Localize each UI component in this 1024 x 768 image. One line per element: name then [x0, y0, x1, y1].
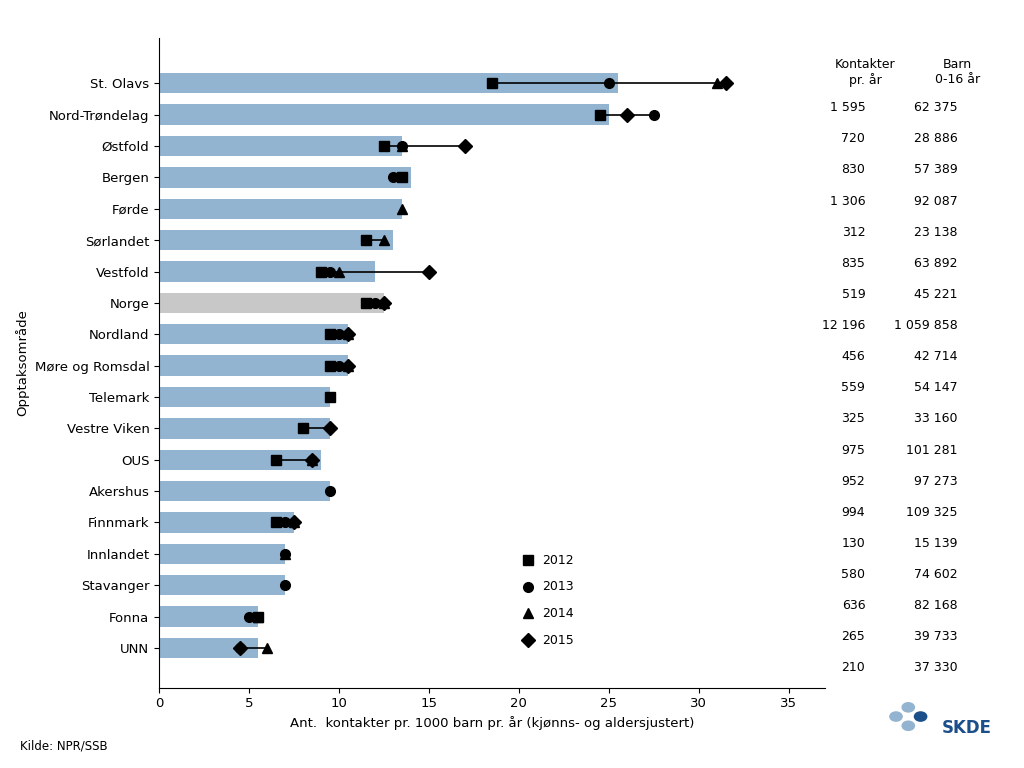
Text: 130: 130: [842, 537, 865, 550]
Text: 28 886: 28 886: [913, 132, 957, 145]
Text: Barn
0-16 år: Barn 0-16 år: [935, 58, 980, 85]
Text: 42 714: 42 714: [914, 350, 957, 363]
Text: 2014: 2014: [543, 607, 573, 620]
Bar: [159, 387, 330, 407]
Text: 109 325: 109 325: [906, 506, 957, 519]
Bar: [159, 512, 294, 533]
Text: 559: 559: [842, 382, 865, 394]
Bar: [159, 104, 609, 125]
Text: 2013: 2013: [543, 581, 573, 594]
Text: 82 168: 82 168: [913, 599, 957, 612]
Text: 12 196: 12 196: [822, 319, 865, 332]
Text: SKDE: SKDE: [942, 720, 992, 737]
Text: 720: 720: [842, 132, 865, 145]
Bar: [159, 73, 617, 94]
Bar: [159, 324, 348, 344]
Text: 97 273: 97 273: [913, 475, 957, 488]
Bar: [159, 544, 285, 564]
Bar: [159, 261, 375, 282]
Text: 74 602: 74 602: [913, 568, 957, 581]
Text: 63 892: 63 892: [914, 257, 957, 270]
Bar: [159, 575, 285, 595]
Text: 92 087: 92 087: [913, 194, 957, 207]
Y-axis label: Opptaksområde: Opptaksområde: [15, 310, 29, 416]
Text: 312: 312: [842, 226, 865, 239]
Text: 835: 835: [842, 257, 865, 270]
Bar: [159, 136, 402, 156]
Text: 1 059 858: 1 059 858: [894, 319, 957, 332]
Text: 2012: 2012: [543, 554, 573, 567]
Text: 2015: 2015: [543, 634, 574, 647]
Text: 15 139: 15 139: [914, 537, 957, 550]
Text: 210: 210: [842, 661, 865, 674]
Text: 37 330: 37 330: [913, 661, 957, 674]
Text: 45 221: 45 221: [914, 288, 957, 301]
Text: 1 595: 1 595: [829, 101, 865, 114]
Bar: [159, 167, 411, 187]
Text: 636: 636: [842, 599, 865, 612]
Text: Kilde: NPR/SSB: Kilde: NPR/SSB: [20, 740, 109, 753]
Text: 952: 952: [842, 475, 865, 488]
Text: 580: 580: [842, 568, 865, 581]
Text: 39 733: 39 733: [914, 631, 957, 644]
Text: 830: 830: [842, 164, 865, 177]
Text: 23 138: 23 138: [914, 226, 957, 239]
Text: 1 306: 1 306: [829, 194, 865, 207]
Text: Kontakter
pr. år: Kontakter pr. år: [835, 58, 896, 87]
Bar: [159, 356, 348, 376]
Bar: [159, 637, 258, 658]
Text: 519: 519: [842, 288, 865, 301]
Bar: [159, 481, 330, 502]
Text: 33 160: 33 160: [914, 412, 957, 425]
Bar: [159, 418, 330, 439]
Bar: [159, 449, 321, 470]
Bar: [159, 293, 384, 313]
Text: 54 147: 54 147: [913, 382, 957, 394]
Bar: [159, 199, 402, 219]
Text: 456: 456: [842, 350, 865, 363]
Text: 62 375: 62 375: [913, 101, 957, 114]
Text: 57 389: 57 389: [913, 164, 957, 177]
Text: 265: 265: [842, 631, 865, 644]
Bar: [159, 230, 393, 250]
Bar: [159, 607, 258, 627]
Text: 101 281: 101 281: [906, 444, 957, 457]
Text: 975: 975: [842, 444, 865, 457]
Text: 994: 994: [842, 506, 865, 519]
X-axis label: Ant.  kontakter pr. 1000 barn pr. år (kjønns- og aldersjustert): Ant. kontakter pr. 1000 barn pr. år (kjø…: [290, 716, 694, 730]
Text: 325: 325: [842, 412, 865, 425]
